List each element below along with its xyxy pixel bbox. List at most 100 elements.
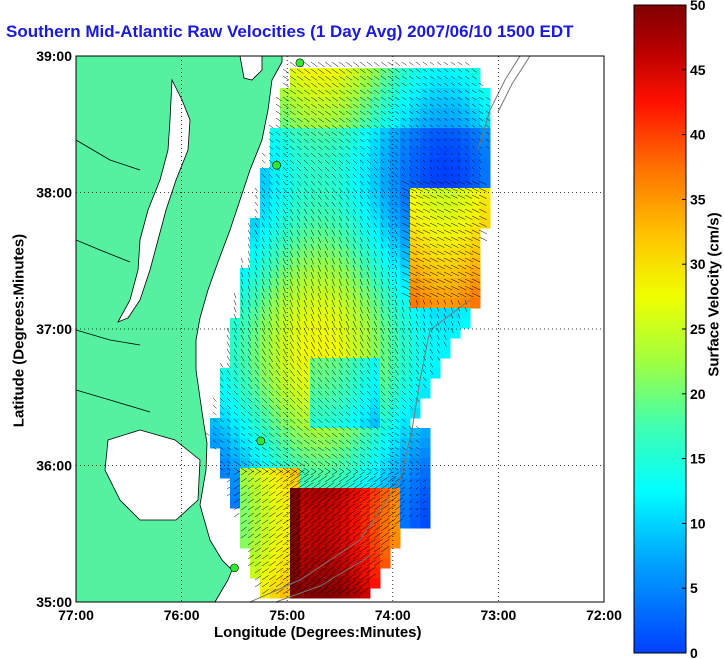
velocity-arrow	[373, 490, 383, 497]
velocity-arrow	[401, 138, 406, 142]
velocity-arrow	[331, 285, 335, 293]
velocity-arrow	[240, 411, 246, 416]
velocity-arrow	[352, 89, 359, 95]
velocity-arrow	[485, 103, 491, 108]
velocity-arrow	[422, 313, 426, 319]
velocity-arrow	[296, 390, 303, 397]
velocity-cell	[450, 198, 461, 209]
velocity-cell	[240, 498, 251, 509]
velocity-cell	[420, 488, 431, 499]
velocity-arrow	[436, 348, 440, 354]
velocity-cell	[260, 498, 271, 509]
velocity-arrow	[345, 180, 350, 186]
velocity-arrow	[303, 404, 309, 410]
velocity-arrow	[471, 243, 480, 249]
velocity-arrow	[317, 117, 324, 123]
velocity-arrow	[317, 418, 323, 423]
velocity-cell	[420, 468, 431, 479]
velocity-cell	[410, 398, 421, 409]
velocity-arrow	[324, 517, 335, 525]
velocity-cell	[280, 438, 291, 449]
velocity-cell	[290, 498, 301, 509]
velocity-arrow	[345, 475, 356, 483]
velocity-arrow	[282, 397, 289, 404]
velocity-arrow	[359, 236, 363, 243]
velocity-arrow	[303, 425, 310, 431]
velocity-arrow	[394, 173, 398, 177]
velocity-arrow	[401, 383, 406, 389]
velocity-arrow	[352, 341, 357, 349]
velocity-cell	[420, 308, 431, 319]
velocity-arrow	[443, 159, 447, 163]
velocity-arrow	[310, 362, 315, 369]
velocity-cell	[310, 128, 321, 139]
velocity-arrow	[422, 229, 431, 234]
velocity-arrow	[387, 376, 392, 382]
velocity-arrow	[261, 383, 267, 390]
velocity-cell	[260, 468, 271, 479]
velocity-arrow	[436, 103, 441, 107]
velocity-cell	[260, 248, 271, 259]
velocity-arrow	[254, 432, 260, 437]
velocity-cell	[290, 208, 301, 219]
velocity-cell	[360, 338, 371, 349]
velocity-cell	[290, 258, 301, 269]
velocity-cell	[420, 508, 431, 519]
velocity-arrow	[219, 376, 224, 382]
velocity-arrow	[401, 117, 407, 122]
velocity-cell	[210, 428, 221, 439]
velocity-arrow	[422, 201, 431, 206]
velocity-arrow	[310, 348, 316, 357]
velocity-cell	[420, 358, 431, 369]
velocity-arrow	[401, 479, 406, 483]
velocity-arrow	[352, 166, 357, 171]
velocity-arrow	[464, 131, 468, 135]
velocity-cell	[430, 278, 441, 289]
velocity-arrow	[380, 138, 385, 143]
velocity-arrow	[457, 264, 467, 270]
velocity-arrow	[408, 397, 413, 402]
velocity-arrow	[422, 501, 426, 504]
velocity-cell	[370, 98, 381, 109]
velocity-arrow	[226, 439, 231, 443]
velocity-arrow	[331, 482, 342, 490]
velocity-arrow	[331, 61, 339, 67]
velocity-arrow	[429, 278, 439, 284]
velocity-arrow	[296, 536, 309, 546]
velocity-arrow	[387, 117, 393, 122]
velocity-cell	[420, 158, 431, 169]
velocity-arrow	[317, 166, 323, 172]
velocity-arrow	[394, 355, 399, 362]
velocity-arrow	[443, 68, 449, 73]
velocity-cell	[270, 528, 281, 539]
velocity-arrow	[366, 250, 370, 257]
velocity-cell	[230, 468, 241, 479]
velocity-arrow	[324, 117, 331, 123]
velocity-arrow	[303, 552, 314, 560]
velocity-arrow	[352, 580, 363, 588]
velocity-arrow	[387, 483, 397, 490]
velocity-cell	[260, 278, 271, 289]
velocity-arrow	[380, 152, 385, 157]
velocity-arrow	[359, 404, 364, 409]
velocity-arrow	[296, 152, 302, 158]
velocity-arrow	[317, 208, 322, 215]
velocity-arrow	[443, 138, 447, 142]
velocity-cell	[370, 188, 381, 199]
velocity-cell	[240, 278, 251, 289]
velocity-cell	[400, 398, 411, 409]
velocity-cell	[280, 418, 291, 429]
velocity-arrow	[345, 432, 352, 438]
velocity-arrow	[359, 285, 363, 293]
velocity-arrow	[359, 460, 365, 465]
velocity-arrow	[338, 404, 344, 410]
velocity-arrow	[422, 376, 427, 382]
velocity-arrow	[303, 187, 308, 193]
velocity-arrow	[324, 538, 335, 546]
velocity-cell	[240, 408, 251, 419]
velocity-arrow	[261, 470, 269, 476]
velocity-arrow	[478, 180, 487, 185]
velocity-cell	[430, 198, 441, 209]
velocity-cell	[450, 308, 461, 319]
velocity-cell	[350, 308, 361, 319]
